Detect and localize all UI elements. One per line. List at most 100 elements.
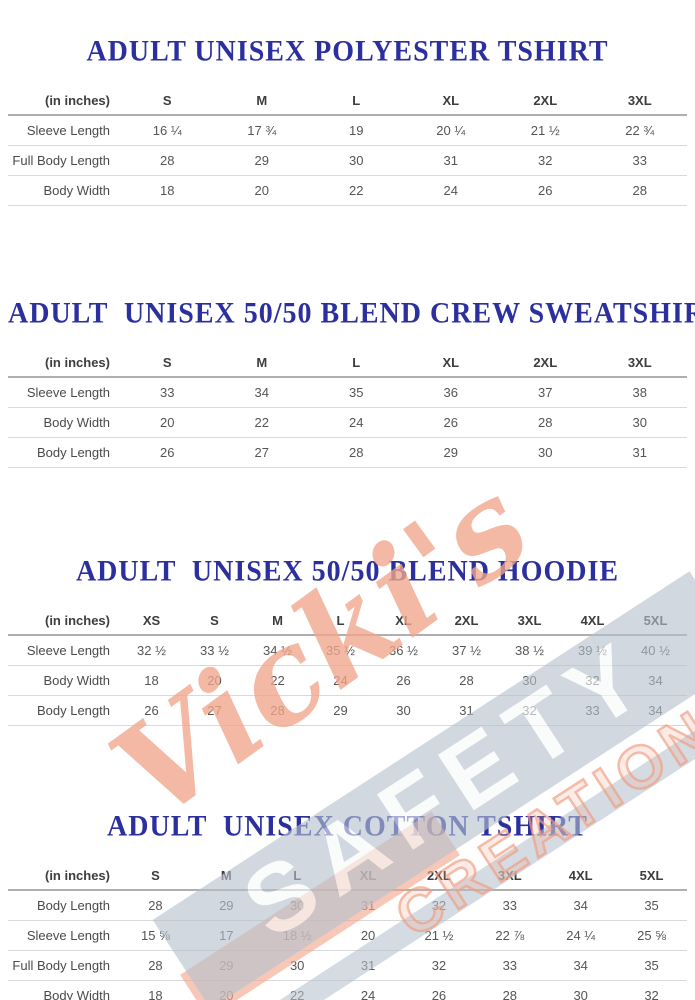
measurement-label: Full Body Length — [8, 950, 120, 981]
size-value: 32 — [616, 980, 687, 1000]
size-value: 31 — [332, 950, 404, 981]
size-value: 35 ½ — [309, 635, 372, 666]
size-value: 18 — [120, 175, 215, 206]
size-value: 28 — [435, 665, 498, 696]
table-row: Body Width 20 22 24 26 28 30 — [8, 407, 687, 438]
size-value: 27 — [183, 695, 246, 726]
size-value: 33 — [592, 145, 687, 176]
size-value: 28 — [592, 175, 687, 206]
size-value: 34 — [214, 377, 309, 408]
size-value: 21 ½ — [403, 920, 475, 951]
size-value: 22 ⅞ — [474, 920, 546, 951]
size-column-header: 2XL — [498, 350, 593, 378]
size-value: 24 ¼ — [545, 920, 617, 951]
size-column-header: M — [214, 88, 309, 116]
size-column-header: L — [261, 863, 333, 891]
size-value: 33 — [120, 377, 215, 408]
size-value: 34 — [545, 890, 617, 921]
measurement-label: Sleeve Length — [8, 920, 120, 951]
size-value: 32 — [561, 665, 624, 696]
table-row: Body Width 18 20 22 24 26 28 30 32 34 — [8, 665, 687, 696]
size-value: 35 — [616, 950, 687, 981]
size-value: 32 — [403, 950, 475, 981]
size-value: 20 — [120, 407, 215, 438]
table-header-row: (in inches) S M L XL 2XL 3XL — [8, 350, 687, 378]
size-value: 36 — [403, 377, 498, 408]
size-table-hoodie: (in inches) XS S M L XL 2XL 3XL 4XL 5XL Sleeve Len… — [8, 608, 687, 726]
table-row: Sleeve Length 16 ¼ 17 ¾ 19 20 ¼ 21 ½ 22 ¾ — [8, 115, 687, 146]
measurement-label: Sleeve Length — [8, 635, 120, 666]
table-row: Full Body Length 28 29 30 31 32 33 34 35 — [8, 950, 687, 981]
size-column-header: M — [246, 608, 309, 636]
measurement-label: Body Width — [8, 665, 120, 696]
measurement-label: Sleeve Length — [8, 377, 120, 408]
size-value: 28 — [309, 437, 404, 468]
size-value: 26 — [120, 695, 183, 726]
size-value: 27 — [214, 437, 309, 468]
size-value: 37 — [498, 377, 593, 408]
size-value: 24 — [309, 407, 404, 438]
table-row: Sleeve Length 33 34 35 36 37 38 — [8, 377, 687, 408]
table-row: Full Body Length 28 29 30 31 32 33 — [8, 145, 687, 176]
size-value: 28 — [474, 980, 546, 1000]
size-value: 31 — [332, 890, 404, 921]
size-value: 31 — [403, 145, 498, 176]
size-value: 26 — [120, 437, 215, 468]
size-value: 34 — [624, 695, 687, 726]
size-value: 33 — [474, 890, 546, 921]
measurement-label: Body Length — [8, 437, 120, 468]
size-value: 22 — [261, 980, 333, 1000]
size-value: 22 — [309, 175, 404, 206]
size-value: 17 ¾ — [214, 115, 309, 146]
size-value: 29 — [309, 695, 372, 726]
size-value: 35 — [309, 377, 404, 408]
size-column-header: 5XL — [616, 863, 687, 891]
size-table-crew-sweatshirt: (in inches) S M L XL 2XL 3XL Sleeve Length 33 34 3… — [8, 350, 687, 468]
size-value: 20 — [332, 920, 404, 951]
size-value: 28 — [246, 695, 309, 726]
size-column-header: 2XL — [498, 88, 593, 116]
size-value: 18 — [120, 980, 191, 1000]
size-column-header: M — [190, 863, 262, 891]
size-value: 21 ½ — [498, 115, 593, 146]
size-column-header: 2XL — [403, 863, 475, 891]
size-column-header: S — [120, 88, 215, 116]
size-value: 24 — [403, 175, 498, 206]
measurement-label: Body Length — [8, 890, 120, 921]
measurement-label: Body Width — [8, 980, 120, 1000]
size-column-header: M — [214, 350, 309, 378]
size-value: 20 ¼ — [403, 115, 498, 146]
size-column-header: 4XL — [545, 863, 617, 891]
size-column-header: XL — [403, 350, 498, 378]
size-value: 24 — [332, 980, 404, 1000]
section-title-polyester-tshirt: ADULT UNISEX POLYESTER TSHIRT — [86, 35, 609, 68]
measurement-label: Body Length — [8, 695, 120, 726]
size-value: 17 — [190, 920, 262, 951]
size-column-header: 2XL — [435, 608, 498, 636]
size-value: 20 — [190, 980, 262, 1000]
size-value: 34 ½ — [246, 635, 309, 666]
size-value: 40 ½ — [624, 635, 687, 666]
size-value: 26 — [372, 665, 435, 696]
size-value: 32 — [403, 890, 475, 921]
size-value: 30 — [498, 437, 593, 468]
size-value: 30 — [545, 980, 617, 1000]
size-value: 30 — [592, 407, 687, 438]
table-header-row: (in inches) S M L XL 2XL 3XL 4XL 5XL — [8, 863, 687, 891]
size-value: 29 — [190, 950, 262, 981]
size-value: 34 — [624, 665, 687, 696]
unit-header: (in inches) — [8, 608, 120, 636]
size-value: 31 — [435, 695, 498, 726]
size-chart-content: ADULT UNISEX POLYESTER TSHIRT (in inches… — [0, 35, 695, 1000]
size-value: 19 — [309, 115, 404, 146]
size-value: 32 — [498, 145, 593, 176]
size-value: 29 — [403, 437, 498, 468]
measurement-label: Full Body Length — [8, 145, 120, 176]
table-row: Body Length 26 27 28 29 30 31 32 33 34 — [8, 695, 687, 726]
size-value: 18 — [120, 665, 183, 696]
table-row: Body Length 28 29 30 31 32 33 34 35 — [8, 890, 687, 921]
size-value: 30 — [309, 145, 404, 176]
size-column-header: L — [309, 88, 404, 116]
size-value: 33 — [561, 695, 624, 726]
